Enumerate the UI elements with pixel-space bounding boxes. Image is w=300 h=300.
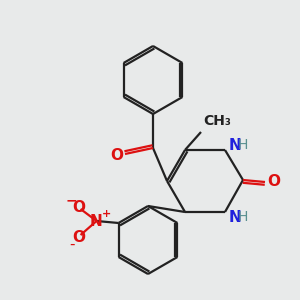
Text: H: H bbox=[238, 138, 248, 152]
Text: +: + bbox=[102, 209, 111, 219]
Text: O: O bbox=[72, 230, 85, 244]
Text: CH₃: CH₃ bbox=[203, 114, 231, 128]
Text: N: N bbox=[229, 137, 242, 152]
Text: −: − bbox=[66, 193, 77, 207]
Text: O: O bbox=[72, 200, 85, 214]
Text: O: O bbox=[267, 175, 280, 190]
Text: N: N bbox=[89, 214, 102, 229]
Text: O: O bbox=[110, 148, 123, 164]
Text: -: - bbox=[69, 236, 74, 251]
Text: N: N bbox=[229, 209, 242, 224]
Text: H: H bbox=[238, 210, 248, 224]
